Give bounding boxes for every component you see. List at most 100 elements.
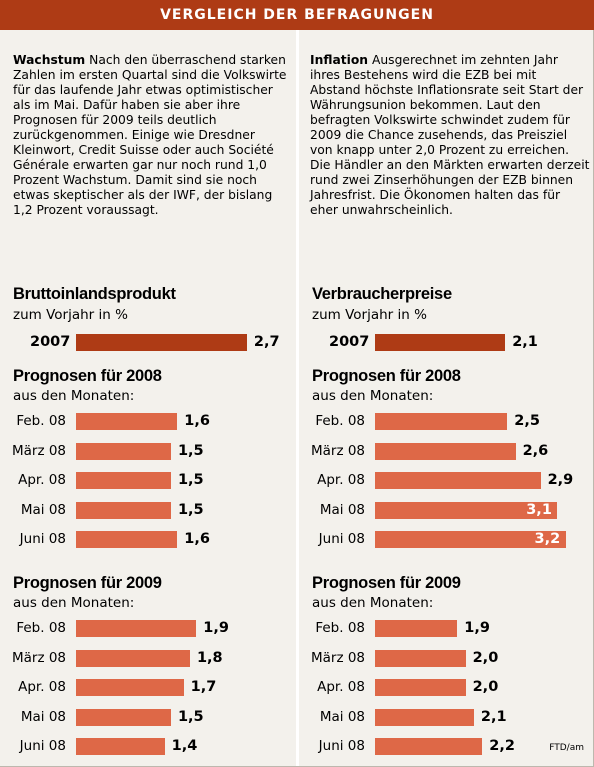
forecast-value: 2,0 — [472, 649, 499, 666]
forecast-row: März 08 2,6 — [299, 439, 594, 463]
forecast-bar — [375, 413, 508, 430]
forecast-month-label: Juni 08 — [318, 738, 365, 754]
forecast-row: Mai 08 1,5 — [0, 498, 296, 522]
forecast-row: Juni 08 2,2 — [299, 734, 594, 758]
forecast-row: Feb. 08 2,5 — [299, 409, 594, 433]
forecast-value: 1,8 — [196, 649, 223, 666]
forecast-value: 2,9 — [547, 472, 574, 488]
forecast-row: Apr. 08 2,9 — [299, 468, 594, 492]
forecast-value: 2,6 — [522, 442, 549, 459]
forecast-row: März 08 1,5 — [0, 439, 296, 463]
forecast-value: 1,5 — [177, 442, 204, 459]
forecast-bar — [375, 679, 466, 696]
forecast-bar — [76, 679, 184, 696]
chart-title: Verbraucherpreise — [312, 285, 452, 303]
forecast-month-label: Juni 08 — [318, 531, 365, 547]
forecast-bar — [375, 501, 558, 519]
forecast-row: Apr. 08 1,5 — [0, 468, 296, 492]
forecast-group-title: Prognosen für 2009 — [312, 574, 461, 592]
column-divider — [296, 30, 299, 767]
forecast-value: 2,0 — [472, 679, 499, 695]
forecast-row: Feb. 08 1,9 — [0, 616, 296, 640]
current-year-bar — [375, 334, 506, 351]
current-year-label: 2007 — [30, 334, 71, 350]
forecast-row: Apr. 08 1,7 — [0, 675, 296, 699]
forecast-bar — [76, 531, 178, 548]
forecast-value: 1,5 — [177, 472, 204, 488]
forecast-bar — [375, 620, 458, 637]
inflation-article-body: Ausgerechnet im zehnten Jahr ihres Beste… — [310, 53, 590, 217]
forecast-value: 3,1 — [526, 501, 552, 518]
forecast-month-label: Mai 08 — [319, 708, 365, 725]
current-year-row: 2007 2,1 — [299, 330, 594, 354]
growth-article-body: Nach den überraschend starken Zahlen im … — [13, 53, 287, 217]
forecast-value: 2,1 — [480, 708, 507, 725]
forecast-month-label: Apr. 08 — [317, 472, 365, 488]
forecast-group-title: Prognosen für 2008 — [13, 367, 162, 385]
consumer-prices-chart: Verbraucherpreise zum Vorjahr in % 2007 2,1… — [299, 285, 594, 767]
forecast-bar — [76, 649, 190, 667]
forecast-month-label: Apr. 08 — [317, 679, 365, 695]
forecast-value: 2,5 — [514, 413, 540, 429]
current-year-row: 2007 2,7 — [0, 330, 296, 354]
current-year-value: 2,7 — [253, 334, 280, 350]
forecast-row: Mai 08 2,1 — [299, 705, 594, 729]
forecast-month-label: März 08 — [310, 442, 365, 459]
forecast-month-label: März 08 — [11, 442, 66, 459]
forecast-month-label: Mai 08 — [20, 501, 66, 518]
forecast-row: Mai 08 1,5 — [0, 705, 296, 729]
page-banner: VERGLEICH DER BEFRAGUNGEN — [0, 0, 594, 30]
growth-article: Wachstum Nach den überraschend starken Z… — [13, 53, 293, 218]
credit-label: FTD/am — [549, 743, 584, 753]
forecast-month-label: Feb. 08 — [315, 620, 365, 636]
forecast-value: 3,2 — [534, 531, 561, 547]
forecast-month-label: Juni 08 — [19, 531, 66, 547]
forecast-group-title: Prognosen für 2008 — [312, 367, 461, 385]
current-year-label: 2007 — [329, 334, 370, 350]
forecast-row: Feb. 08 1,9 — [299, 616, 594, 640]
forecast-group-subtitle: aus den Monaten: — [13, 595, 135, 611]
forecast-row: Juni 08 1,4 — [0, 734, 296, 758]
forecast-bar — [76, 501, 171, 519]
forecast-row: Juni 08 3,2 — [299, 527, 594, 551]
forecast-month-label: Feb. 08 — [315, 413, 365, 429]
forecast-row: März 08 1,8 — [0, 646, 296, 670]
forecast-month-label: Mai 08 — [20, 708, 66, 725]
forecast-value: 1,9 — [203, 620, 229, 636]
inflation-article: Inflation Ausgerechnet im zehnten Jahr i… — [310, 53, 590, 218]
current-year-bar — [76, 334, 247, 351]
inflation-article-lead: Inflation — [310, 53, 369, 67]
chart-title: Bruttoinlandsprodukt — [13, 285, 176, 303]
forecast-row: Feb. 08 1,6 — [0, 409, 296, 433]
forecast-bar — [76, 413, 178, 430]
growth-article-lead: Wachstum — [13, 53, 86, 67]
forecast-group-title: Prognosen für 2009 — [13, 574, 162, 592]
forecast-bar — [375, 442, 516, 460]
forecast-row: Mai 08 3,1 — [299, 498, 594, 522]
forecast-month-label: März 08 — [11, 649, 66, 666]
forecast-bar — [375, 708, 474, 726]
forecast-bar — [375, 649, 466, 667]
forecast-month-label: Feb. 08 — [16, 413, 66, 429]
forecast-value: 1,9 — [464, 620, 490, 636]
forecast-row: Apr. 08 2,0 — [299, 675, 594, 699]
forecast-month-label: März 08 — [310, 649, 365, 666]
forecast-bar — [76, 708, 171, 726]
forecast-month-label: Juni 08 — [19, 738, 66, 754]
forecast-bar — [76, 620, 197, 637]
forecast-bar — [375, 472, 541, 489]
forecast-month-label: Apr. 08 — [18, 472, 66, 488]
gdp-chart: Bruttoinlandsprodukt zum Vorjahr in % 2007… — [0, 285, 296, 767]
forecast-value: 2,2 — [489, 738, 515, 754]
forecast-month-label: Mai 08 — [319, 501, 365, 518]
forecast-value: 1,6 — [184, 413, 210, 429]
forecast-row: März 08 2,0 — [299, 646, 594, 670]
forecast-value: 1,5 — [177, 708, 204, 725]
forecast-bar — [375, 531, 566, 548]
forecast-row: Juni 08 1,6 — [0, 527, 296, 551]
current-year-value: 2,1 — [512, 334, 538, 350]
forecast-group-subtitle: aus den Monaten: — [13, 388, 135, 404]
forecast-bar — [76, 472, 171, 489]
chart-subtitle: zum Vorjahr in % — [13, 307, 128, 323]
forecast-value: 1,6 — [184, 531, 210, 547]
